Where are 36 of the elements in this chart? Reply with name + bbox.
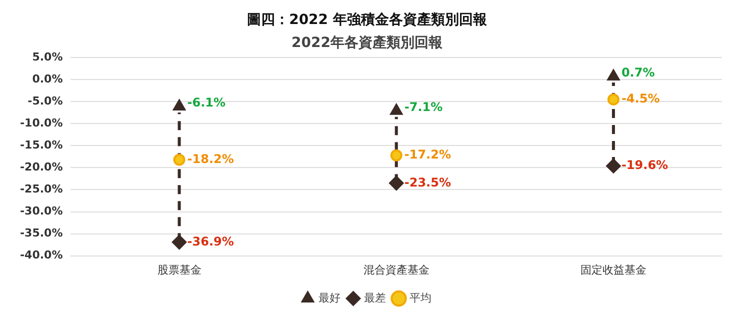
- point: [172, 234, 187, 250]
- y-tick-label: 0.0%: [32, 72, 63, 86]
- legend-label: 平均: [409, 291, 432, 304]
- point: [606, 158, 621, 174]
- legend-label: 最差: [364, 291, 386, 304]
- point: [606, 69, 620, 81]
- point: [172, 98, 186, 110]
- y-tick-label: -15.0%: [20, 138, 63, 152]
- x-tick-label: 固定收益基金: [580, 263, 646, 276]
- x-tick-label: 股票基金: [157, 263, 202, 276]
- chart-title: 圖四：2022 年強積金各資產類別回報: [247, 12, 488, 28]
- point: [607, 93, 620, 106]
- point: [390, 103, 403, 115]
- data-label: -17.2%: [404, 148, 451, 162]
- point: [388, 176, 404, 191]
- legend-label: 最好: [318, 291, 340, 304]
- data-label: -19.6%: [621, 158, 668, 172]
- data-label: -6.1%: [187, 96, 226, 110]
- y-tick-label: -40.0%: [20, 248, 63, 262]
- y-tick-label: 5.0%: [32, 50, 63, 64]
- y-tick-label: -30.0%: [20, 204, 63, 218]
- data-label: -23.5%: [404, 175, 451, 190]
- data-label: 0.7%: [621, 66, 655, 80]
- point: [390, 149, 402, 162]
- y-tick-label: -20.0%: [20, 160, 63, 174]
- y-tick-label: -10.0%: [20, 116, 63, 130]
- x-tick-label: 混合資產基金: [363, 263, 430, 276]
- y-tick-label: -35.0%: [20, 226, 63, 240]
- point: [173, 154, 186, 166]
- data-label: -18.2%: [187, 152, 234, 166]
- data-label: -7.1%: [404, 100, 443, 114]
- y-tick-label: -25.0%: [20, 182, 63, 196]
- data-label: -36.9%: [187, 234, 234, 248]
- chart-subtitle: 2022年各資產類別回報: [292, 34, 444, 51]
- data-label: -4.5%: [621, 92, 660, 106]
- y-tick-label: -5.0%: [28, 94, 63, 108]
